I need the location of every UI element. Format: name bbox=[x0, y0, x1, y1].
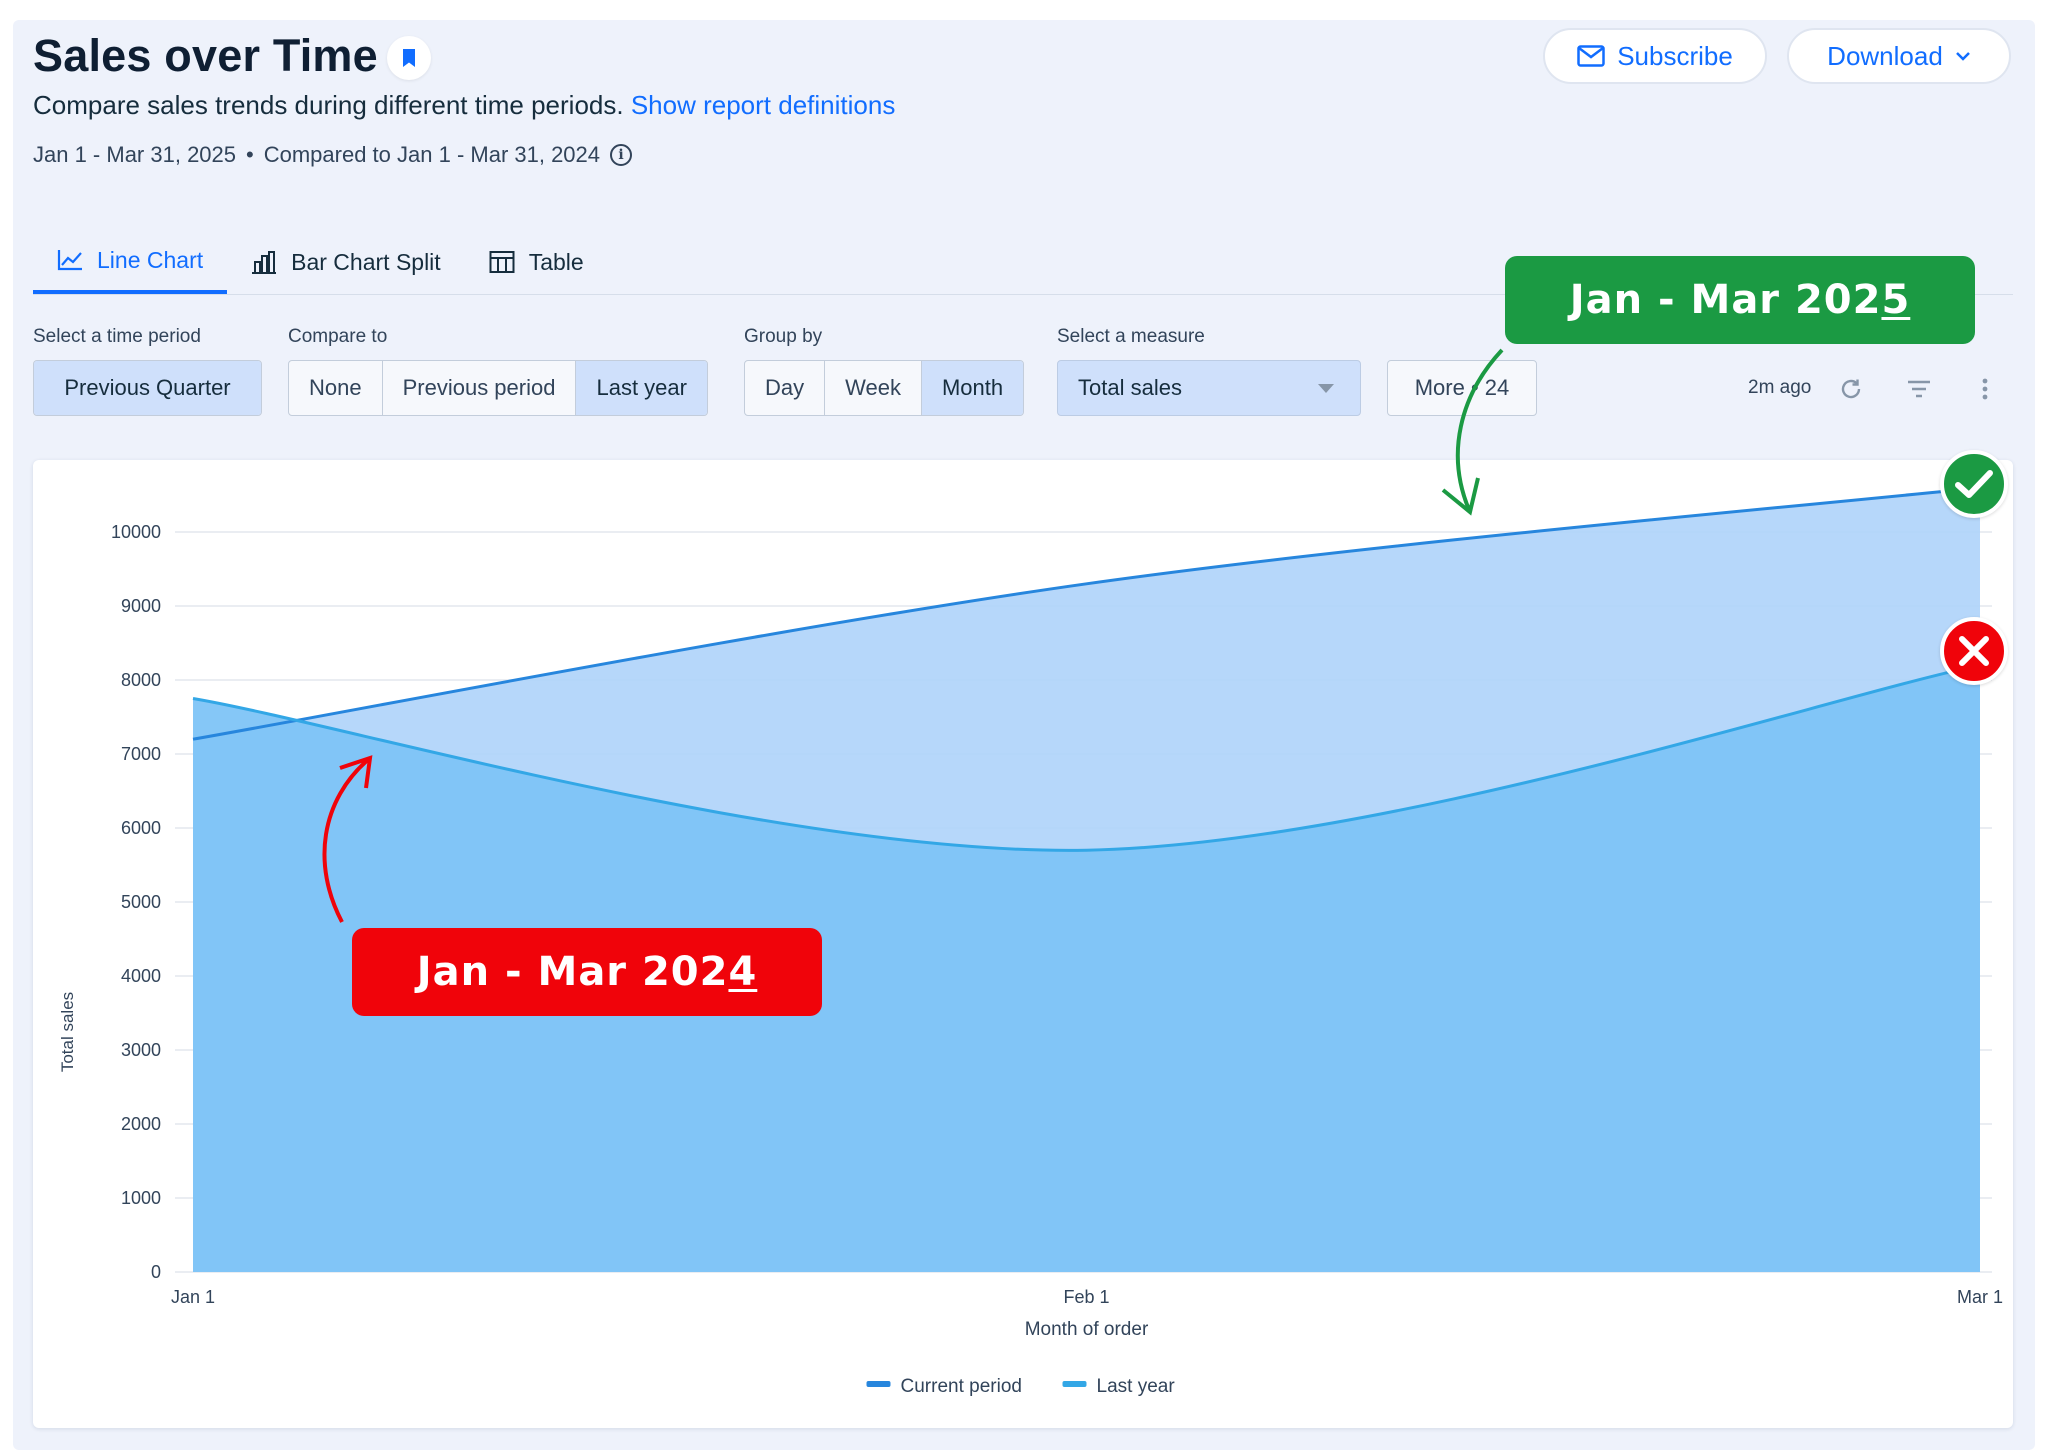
y-tick-label: 3000 bbox=[121, 1040, 161, 1060]
y-tick-label: 6000 bbox=[121, 818, 161, 838]
x-tick-label: Jan 1 bbox=[171, 1287, 215, 1307]
y-tick-label: 9000 bbox=[121, 596, 161, 616]
legend-swatch-last-year bbox=[1062, 1381, 1087, 1387]
x-tick-label: Feb 1 bbox=[1063, 1287, 1109, 1307]
time-period-label: Select a time period bbox=[33, 326, 201, 347]
y-tick-label: 7000 bbox=[121, 744, 161, 764]
group-by-segmented: Day Week Month bbox=[744, 360, 1025, 416]
more-measures-button[interactable]: More • 24 bbox=[1387, 360, 1537, 416]
tab-label: Bar Chart Split bbox=[291, 248, 441, 275]
line-chart-icon bbox=[57, 250, 82, 271]
cross-icon bbox=[1940, 617, 2008, 685]
mail-icon bbox=[1577, 45, 1605, 67]
measure-label: Select a measure bbox=[1057, 326, 1205, 347]
view-tabs: Line Chart Bar Chart Split Table bbox=[33, 230, 608, 294]
measure-value: Total sales bbox=[1078, 375, 1182, 400]
compare-option-none[interactable]: None bbox=[289, 361, 383, 415]
more-options-icon[interactable] bbox=[1970, 374, 2000, 404]
callout-highlight: 5 bbox=[1881, 277, 1911, 323]
bar-chart-icon bbox=[252, 251, 277, 274]
chart-card: 0 1000 2000 3000 4000 5000 6000 7000 8000 9000 100… bbox=[33, 460, 2013, 1428]
filter-icon[interactable] bbox=[1904, 374, 1934, 404]
group-option-week[interactable]: Week bbox=[825, 361, 922, 415]
group-option-month[interactable]: Month bbox=[921, 361, 1024, 415]
time-period-value[interactable]: Previous Quarter bbox=[34, 361, 261, 415]
check-icon bbox=[1940, 450, 2008, 518]
subscribe-button[interactable]: Subscribe bbox=[1543, 28, 1767, 84]
subscribe-label: Subscribe bbox=[1617, 40, 1733, 71]
x-axis-label: Month of order bbox=[1025, 1319, 1149, 1340]
measure-dropdown[interactable]: Total sales bbox=[1057, 360, 1361, 416]
tab-table[interactable]: Table bbox=[465, 230, 608, 294]
compare-option-last-year[interactable]: Last year bbox=[576, 361, 707, 415]
x-tick-label: Mar 1 bbox=[1957, 1287, 2003, 1307]
y-tick-label: 2000 bbox=[121, 1114, 161, 1134]
legend-label-last-year: Last year bbox=[1097, 1376, 1176, 1397]
current-period-callout: Jan - Mar 202 5 bbox=[1505, 256, 1975, 344]
subtitle-text: Compare sales trends during different ti… bbox=[33, 90, 624, 120]
bookmark-button[interactable] bbox=[387, 36, 431, 80]
area-last-year bbox=[193, 665, 1980, 1272]
tabs-divider bbox=[33, 294, 2013, 295]
callout-text: Jan - Mar 202 bbox=[416, 949, 729, 995]
line-current-period bbox=[192, 486, 1981, 741]
chevron-down-icon bbox=[1955, 52, 1970, 61]
compare-segmented: None Previous period Last year bbox=[288, 360, 708, 416]
y-tick-label: 4000 bbox=[121, 966, 161, 986]
tab-label: Line Chart bbox=[97, 246, 204, 273]
time-period-select[interactable]: Previous Quarter bbox=[33, 360, 262, 416]
callout-text: Jan - Mar 202 bbox=[1569, 277, 1882, 323]
legend-label-current: Current period bbox=[901, 1376, 1022, 1397]
dropdown-caret-icon bbox=[1318, 383, 1334, 393]
date-range-line: Jan 1 - Mar 31, 2025 • Compared to Jan 1… bbox=[33, 142, 633, 168]
table-icon bbox=[489, 251, 515, 273]
compared-range: Compared to Jan 1 - Mar 31, 2024 bbox=[263, 142, 601, 167]
group-by-label: Group by bbox=[744, 326, 823, 347]
tab-label: Table bbox=[528, 248, 584, 275]
y-tick-label: 5000 bbox=[121, 892, 161, 912]
page-title: Sales over Time bbox=[33, 30, 378, 81]
bookmark-icon bbox=[403, 49, 415, 67]
info-icon[interactable]: i bbox=[610, 144, 633, 166]
page-subtitle: Compare sales trends during different ti… bbox=[33, 90, 895, 121]
compare-label: Compare to bbox=[288, 326, 388, 347]
previous-period-callout: Jan - Mar 202 4 bbox=[352, 928, 822, 1016]
last-updated: 2m ago bbox=[1748, 377, 1812, 398]
group-option-day[interactable]: Day bbox=[745, 361, 826, 415]
tab-line-chart[interactable]: Line Chart bbox=[33, 230, 228, 294]
tab-bar-chart-split[interactable]: Bar Chart Split bbox=[227, 230, 465, 294]
y-axis-label: Total sales bbox=[58, 992, 77, 1072]
download-label: Download bbox=[1827, 40, 1943, 71]
callout-highlight: 4 bbox=[728, 949, 758, 995]
refresh-icon[interactable] bbox=[1836, 374, 1866, 404]
y-tick-label: 1000 bbox=[121, 1188, 161, 1208]
date-separator: • bbox=[246, 142, 254, 167]
sales-chart: 0 1000 2000 3000 4000 5000 6000 7000 8000 9000 100… bbox=[58, 486, 2003, 1397]
date-range: Jan 1 - Mar 31, 2025 bbox=[33, 142, 237, 167]
y-tick-label: 8000 bbox=[121, 670, 161, 690]
compare-option-previous-period[interactable]: Previous period bbox=[383, 361, 577, 415]
download-button[interactable]: Download bbox=[1787, 28, 2011, 84]
legend-swatch-current bbox=[866, 1381, 891, 1387]
y-tick-label: 0 bbox=[151, 1262, 161, 1282]
y-tick-label: 10000 bbox=[111, 522, 161, 542]
line-last-year bbox=[192, 663, 1981, 852]
report-definitions-link[interactable]: Show report definitions bbox=[630, 90, 896, 120]
